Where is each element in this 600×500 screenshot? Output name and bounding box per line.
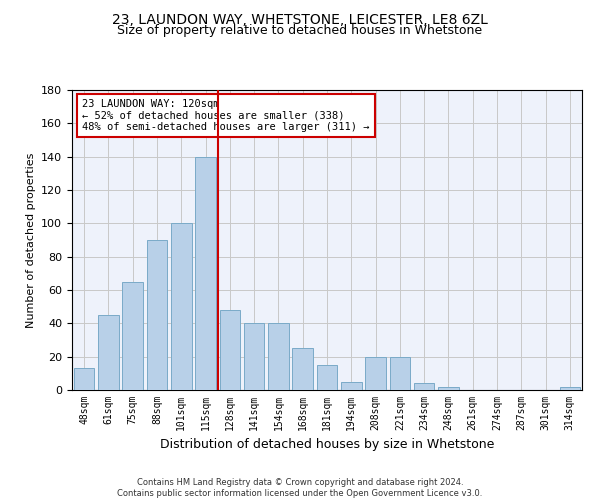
Text: Contains HM Land Registry data © Crown copyright and database right 2024.
Contai: Contains HM Land Registry data © Crown c… [118,478,482,498]
Bar [220,310,240,390]
Bar [74,368,94,390]
Bar [122,282,143,390]
Bar [365,356,386,390]
Bar [195,156,216,390]
Bar [268,324,289,390]
X-axis label: Distribution of detached houses by size in Whetstone: Distribution of detached houses by size … [160,438,494,452]
Bar [341,382,362,390]
Bar [171,224,191,390]
Text: 23, LAUNDON WAY, WHETSTONE, LEICESTER, LE8 6ZL: 23, LAUNDON WAY, WHETSTONE, LEICESTER, L… [112,12,488,26]
Bar [146,240,167,390]
Bar [317,365,337,390]
Bar [244,324,265,390]
Bar [389,356,410,390]
Y-axis label: Number of detached properties: Number of detached properties [26,152,35,328]
Bar [292,348,313,390]
Bar [98,315,119,390]
Bar [438,386,459,390]
Bar [560,386,580,390]
Bar [414,384,434,390]
Text: 23 LAUNDON WAY: 120sqm
← 52% of detached houses are smaller (338)
48% of semi-de: 23 LAUNDON WAY: 120sqm ← 52% of detached… [82,99,370,132]
Text: Size of property relative to detached houses in Whetstone: Size of property relative to detached ho… [118,24,482,37]
